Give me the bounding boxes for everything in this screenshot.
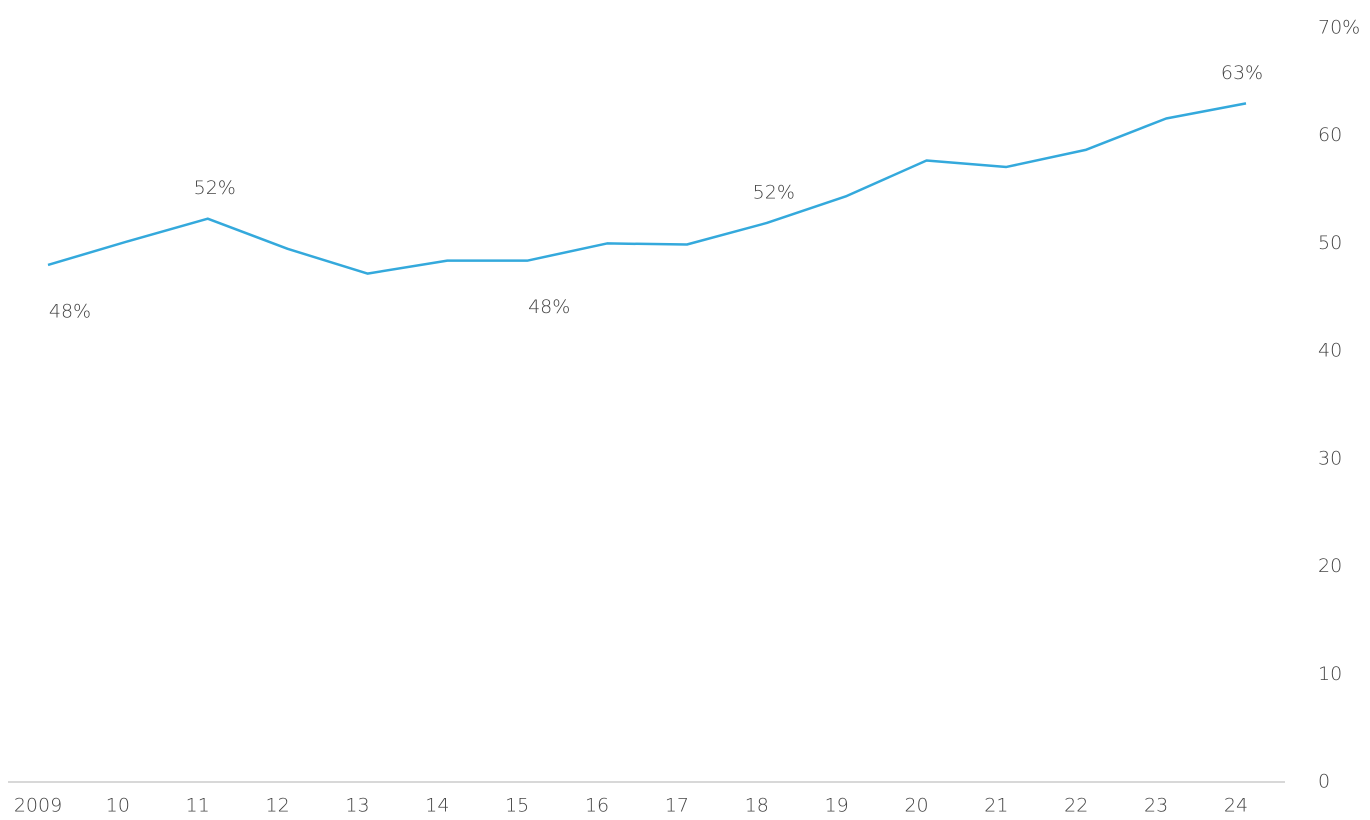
y-tick-label: 20 (1318, 555, 1342, 577)
x-tick-label: 2009 (14, 795, 62, 817)
value-label: 63% (1221, 62, 1263, 84)
x-tick-label: 23 (1144, 795, 1168, 817)
x-tick-label: 11 (186, 795, 210, 817)
value-label: 52% (753, 181, 795, 203)
x-tick-label: 17 (665, 795, 689, 817)
x-tick-label: 15 (505, 795, 529, 817)
y-tick-label: 30 (1318, 447, 1342, 469)
x-tick-label: 13 (345, 795, 369, 817)
y-tick-label: 50 (1318, 232, 1342, 254)
line (47, 102, 1247, 275)
y-tick-label: 10 (1318, 663, 1342, 685)
x-tick-label: 24 (1224, 795, 1248, 817)
value-label: 48% (528, 296, 570, 318)
x-tick-label: 10 (106, 795, 130, 817)
x-tick-label: 14 (425, 795, 449, 817)
x-tick-label: 18 (745, 795, 769, 817)
value-label: 52% (194, 177, 236, 199)
x-tick-label: 22 (1064, 795, 1088, 817)
x-tick-label: 20 (904, 795, 928, 817)
x-tick-label: 16 (585, 795, 609, 817)
y-tick-label: 70% (1318, 17, 1360, 39)
x-tick-label: 12 (266, 795, 290, 817)
x-tick-label: 21 (984, 795, 1008, 817)
x-tick-label: 19 (825, 795, 849, 817)
y-tick-label: 40 (1318, 340, 1342, 362)
y-tick-label: 60 (1318, 124, 1342, 146)
y-tick-label: 0 (1318, 771, 1330, 793)
value-label: 48% (49, 300, 91, 322)
